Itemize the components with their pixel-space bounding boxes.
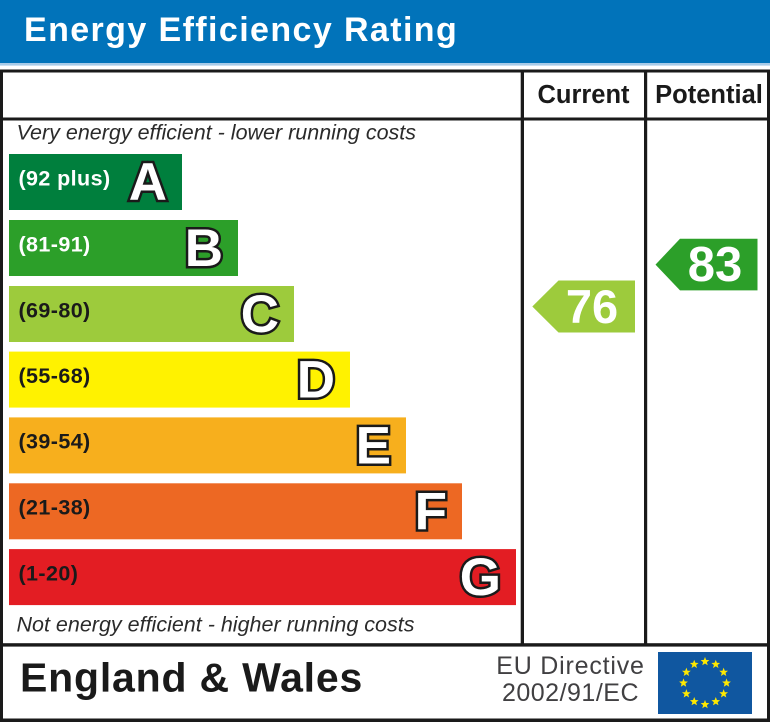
svg-text:(1-20): (1-20) [19,561,79,585]
svg-text:(21-38): (21-38) [19,496,91,520]
svg-text:(69-80): (69-80) [19,298,91,322]
svg-text:D: D [297,351,335,410]
svg-text:F: F [415,482,447,541]
svg-text:C: C [241,285,279,344]
svg-text:(55-68): (55-68) [19,364,91,388]
svg-text:E: E [356,416,391,475]
svg-text:(81-91): (81-91) [19,232,91,256]
svg-text:83: 83 [688,238,743,292]
svg-text:2002/91/EC: 2002/91/EC [502,679,639,707]
svg-text:(92 plus): (92 plus) [19,166,111,190]
svg-text:(39-54): (39-54) [19,430,91,454]
svg-text:EU Directive: EU Directive [496,652,645,680]
svg-text:G: G [460,548,501,607]
svg-text:Not energy efficient - higher: Not energy efficient - higher running co… [17,613,415,637]
svg-text:Very energy efficient - lower: Very energy efficient - lower running co… [17,121,417,145]
svg-text:Potential: Potential [655,81,763,109]
svg-text:Current: Current [537,81,630,109]
svg-text:76: 76 [566,280,618,333]
svg-text:B: B [185,219,223,278]
svg-text:England & Wales: England & Wales [20,655,363,701]
svg-text:A: A [129,153,167,212]
svg-text:Energy Efficiency Rating: Energy Efficiency Rating [24,11,458,49]
